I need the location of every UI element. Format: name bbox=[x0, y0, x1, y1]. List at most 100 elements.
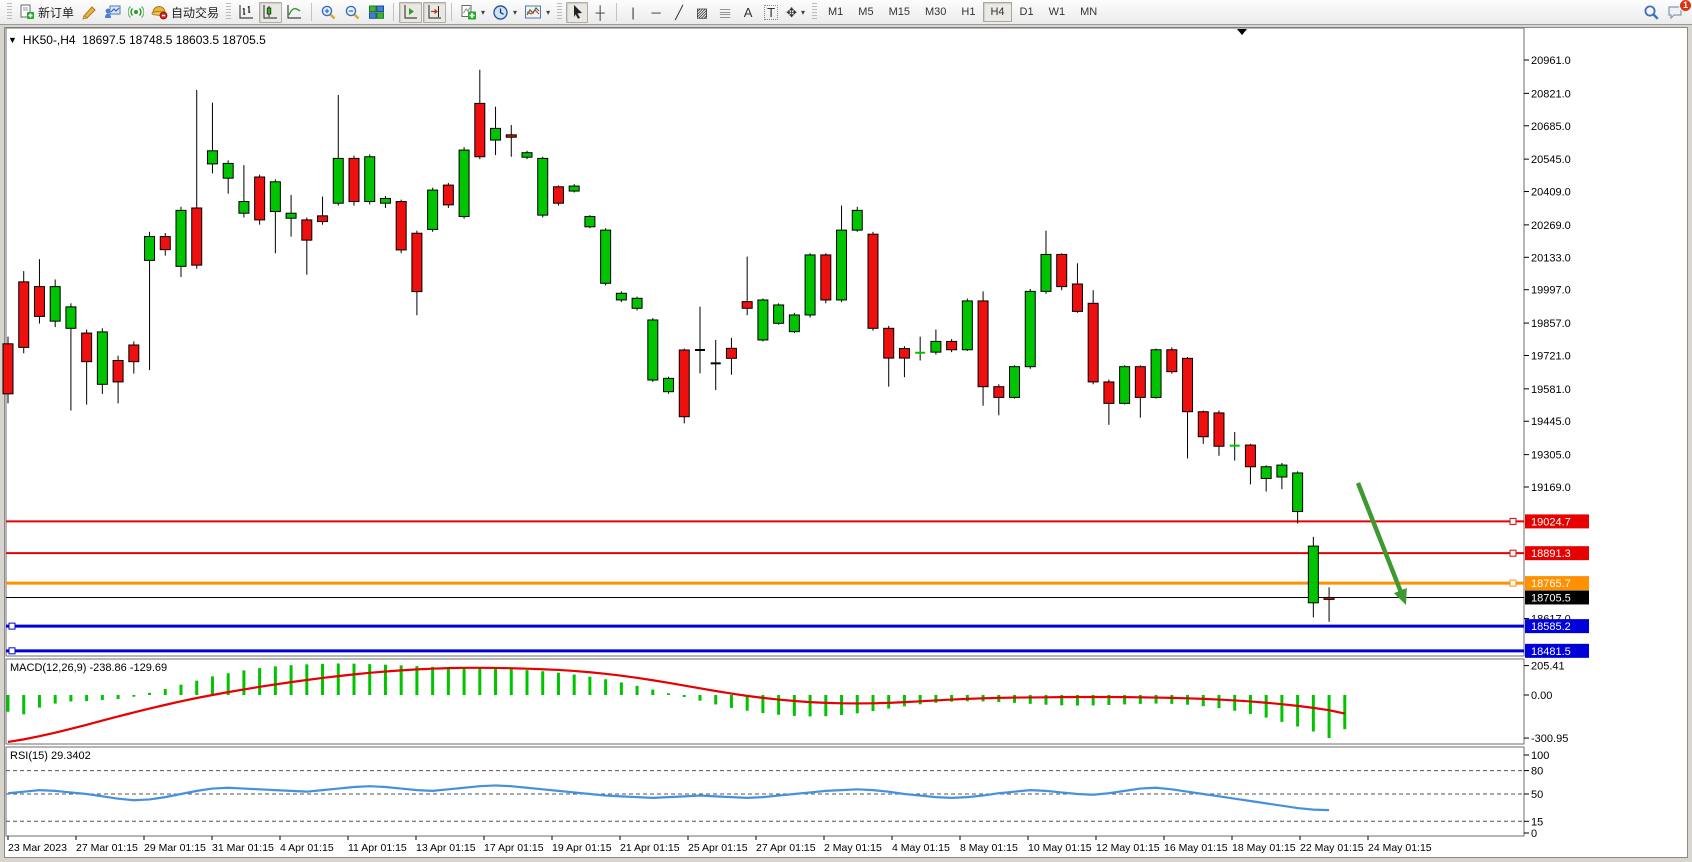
macd-axis-label: -300.95 bbox=[1531, 733, 1568, 745]
new-order-icon bbox=[20, 4, 34, 19]
auto-scroll-button[interactable] bbox=[399, 1, 423, 23]
timeframe-button-m15[interactable]: M15 bbox=[888, 6, 910, 18]
dropdown-arrow-icon[interactable]: ▾ bbox=[546, 7, 551, 17]
price-tick-label: 19445.0 bbox=[1531, 416, 1571, 428]
notifications-button[interactable]: 1 bbox=[1664, 0, 1692, 23]
price-line-label: 18765.7 bbox=[1531, 578, 1571, 590]
chart-shift-marker[interactable] bbox=[1237, 29, 1247, 35]
chart-shift-button[interactable] bbox=[423, 1, 447, 23]
timeframe-button-mn[interactable]: MN bbox=[1080, 6, 1098, 18]
market-watch-button[interactable] bbox=[101, 2, 124, 23]
rsi-pane[interactable] bbox=[5, 746, 1525, 837]
hline-handle[interactable] bbox=[8, 622, 16, 630]
dropdown-arrow-icon[interactable]: ▾ bbox=[800, 7, 805, 17]
dropdown-arrow-icon[interactable]: ▾ bbox=[513, 7, 518, 17]
hline-handle[interactable] bbox=[1509, 549, 1517, 557]
hline-handle[interactable] bbox=[8, 647, 16, 655]
timeframe-button-m1[interactable]: M1 bbox=[828, 6, 844, 18]
date-label: 10 May 01:15 bbox=[1028, 842, 1092, 854]
date-label: 25 Apr 01:15 bbox=[688, 842, 748, 854]
price-tick-label: 19997.0 bbox=[1531, 285, 1571, 297]
date-label: 17 Apr 01:15 bbox=[484, 842, 544, 854]
zoom-in-button[interactable] bbox=[317, 2, 340, 23]
clock-icon bbox=[493, 4, 508, 20]
date-label: 21 Apr 01:15 bbox=[620, 842, 680, 854]
date-label: 16 May 01:15 bbox=[1164, 842, 1228, 854]
signal-button[interactable] bbox=[125, 2, 147, 23]
zoom-out-button[interactable] bbox=[341, 2, 364, 23]
timeframe-button-d1[interactable]: D1 bbox=[1019, 6, 1034, 18]
toolbar-grip[interactable] bbox=[557, 3, 563, 21]
date-label: 23 Mar 2023 bbox=[8, 842, 67, 854]
periods-button[interactable]: ▾ bbox=[489, 2, 520, 23]
price-line-label: 18705.5 bbox=[1531, 592, 1571, 604]
dropdown-arrow-icon[interactable]: ▾ bbox=[481, 7, 486, 17]
timeframe-button-h1[interactable]: H1 bbox=[961, 6, 976, 18]
rsi-axis-label: 50 bbox=[1531, 789, 1543, 801]
toolbar-grip[interactable] bbox=[226, 3, 232, 21]
date-label: 13 Apr 01:15 bbox=[416, 842, 476, 854]
trendline-tool-button[interactable]: ╱ bbox=[668, 2, 690, 23]
chart-shift-icon bbox=[428, 5, 442, 19]
signal-icon bbox=[128, 6, 145, 18]
candlestick-chart-icon bbox=[263, 5, 278, 19]
text-label-icon: T bbox=[764, 4, 779, 20]
price-line-label: 18891.3 bbox=[1531, 548, 1571, 560]
new-order-label: 新订单 bbox=[38, 5, 75, 20]
date-label: 4 May 01:15 bbox=[892, 842, 950, 854]
zoom-in-icon bbox=[321, 5, 336, 19]
candlestick-chart-button[interactable] bbox=[259, 1, 283, 23]
vertical-line-tool-button[interactable]: | bbox=[622, 2, 644, 23]
timeframe-button-m5[interactable]: M5 bbox=[858, 6, 874, 18]
toolbar-grip[interactable] bbox=[7, 3, 12, 21]
crayon-icon bbox=[82, 6, 96, 20]
price-tick-label: 19169.0 bbox=[1531, 482, 1571, 494]
zoom-out-icon bbox=[345, 5, 360, 19]
tile-windows-button[interactable] bbox=[365, 2, 388, 23]
search-button[interactable] bbox=[1640, 2, 1663, 23]
channel-tool-button[interactable]: ▨ bbox=[691, 2, 713, 23]
main-pane[interactable] bbox=[5, 27, 1525, 657]
trendline-icon: ╱ bbox=[675, 4, 683, 20]
price-tick-label: 20133.0 bbox=[1531, 252, 1571, 264]
timeframe-button-h4[interactable]: H4 bbox=[983, 2, 1012, 22]
cursor-tool-button[interactable] bbox=[566, 1, 589, 23]
text-tool-button[interactable]: A bbox=[737, 2, 759, 23]
timeframe-button-w1[interactable]: W1 bbox=[1048, 6, 1066, 18]
timeframe-button-m30[interactable]: M30 bbox=[924, 6, 947, 18]
crosshair-tool-button[interactable]: ┼ bbox=[589, 2, 611, 23]
new-order-button[interactable]: 新订单 bbox=[16, 2, 77, 23]
bar-chart-button[interactable] bbox=[235, 2, 258, 23]
date-label: 24 May 01:15 bbox=[1368, 842, 1432, 854]
chart-title-dropdown-icon[interactable]: ▼ bbox=[8, 35, 17, 45]
toolbar-grip[interactable] bbox=[812, 3, 817, 21]
text-label-tool-button[interactable]: T bbox=[760, 2, 782, 23]
arrows-tool-button[interactable]: ✥ ▾ bbox=[783, 2, 808, 23]
rsi-axis-label: 0 bbox=[1531, 828, 1537, 840]
rsi-axis-label: 100 bbox=[1531, 750, 1549, 762]
trend-arrow[interactable] bbox=[1355, 482, 1406, 601]
macd-indicator-label: MACD(12,26,9) -238.86 -129.69 bbox=[10, 662, 168, 674]
price-tick-label: 20961.0 bbox=[1531, 55, 1571, 67]
price-tick-label: 19857.0 bbox=[1531, 318, 1571, 330]
auto-trading-label: 自动交易 bbox=[171, 5, 220, 20]
price-line-label-bg bbox=[1525, 576, 1589, 591]
auto-trading-icon bbox=[151, 5, 168, 20]
crayon-button[interactable] bbox=[78, 2, 100, 23]
bar-chart-icon bbox=[239, 5, 254, 19]
price-line-label-bg bbox=[1525, 590, 1589, 605]
template-icon bbox=[525, 5, 542, 19]
price-line-label: 18481.5 bbox=[1531, 646, 1571, 658]
indicators-button[interactable]: ▾ bbox=[457, 2, 488, 23]
fibonacci-tool-button[interactable]: 𝄙 bbox=[714, 2, 736, 23]
hline-handle[interactable] bbox=[1509, 579, 1517, 587]
trend-arrow-head[interactable] bbox=[1393, 588, 1407, 605]
line-chart-button[interactable] bbox=[283, 2, 306, 23]
line-chart-icon bbox=[287, 5, 302, 19]
auto-trading-button[interactable]: 自动交易 bbox=[148, 2, 222, 23]
horizontal-line-tool-button[interactable]: ─ bbox=[645, 2, 667, 23]
templates-button[interactable]: ▾ bbox=[521, 2, 553, 23]
hline-handle[interactable] bbox=[1509, 517, 1517, 525]
